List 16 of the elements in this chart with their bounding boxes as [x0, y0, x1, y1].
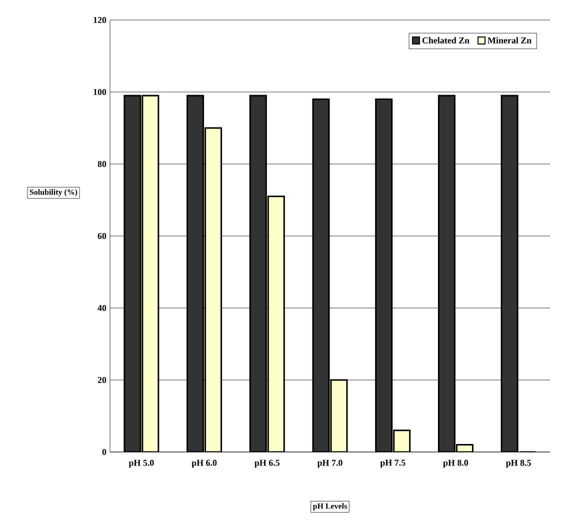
y-tick-label: 40: [98, 304, 106, 312]
x-tick-label: pH 5.0: [128, 460, 154, 468]
x-tick-label: pH 7.5: [380, 460, 406, 468]
x-tick-label: pH 6.5: [254, 460, 280, 468]
x-tick-label: pH 6.0: [192, 460, 217, 468]
x-tick-label: pH 8.5: [506, 460, 531, 468]
y-tick-label: 60: [98, 232, 106, 240]
y-tick-label: 20: [98, 376, 106, 384]
y-tick-label: 0: [102, 448, 106, 456]
y-tick-label: 120: [94, 16, 106, 24]
x-tick-label: pH 8.0: [443, 460, 468, 468]
legend-label: Chelated Zn: [422, 37, 470, 44]
legend-label: Mineral Zn: [488, 37, 532, 44]
y-tick-label: 100: [94, 88, 106, 96]
x-tick-label: pH 7.0: [317, 460, 342, 468]
y-tick-label: 80: [98, 160, 106, 168]
